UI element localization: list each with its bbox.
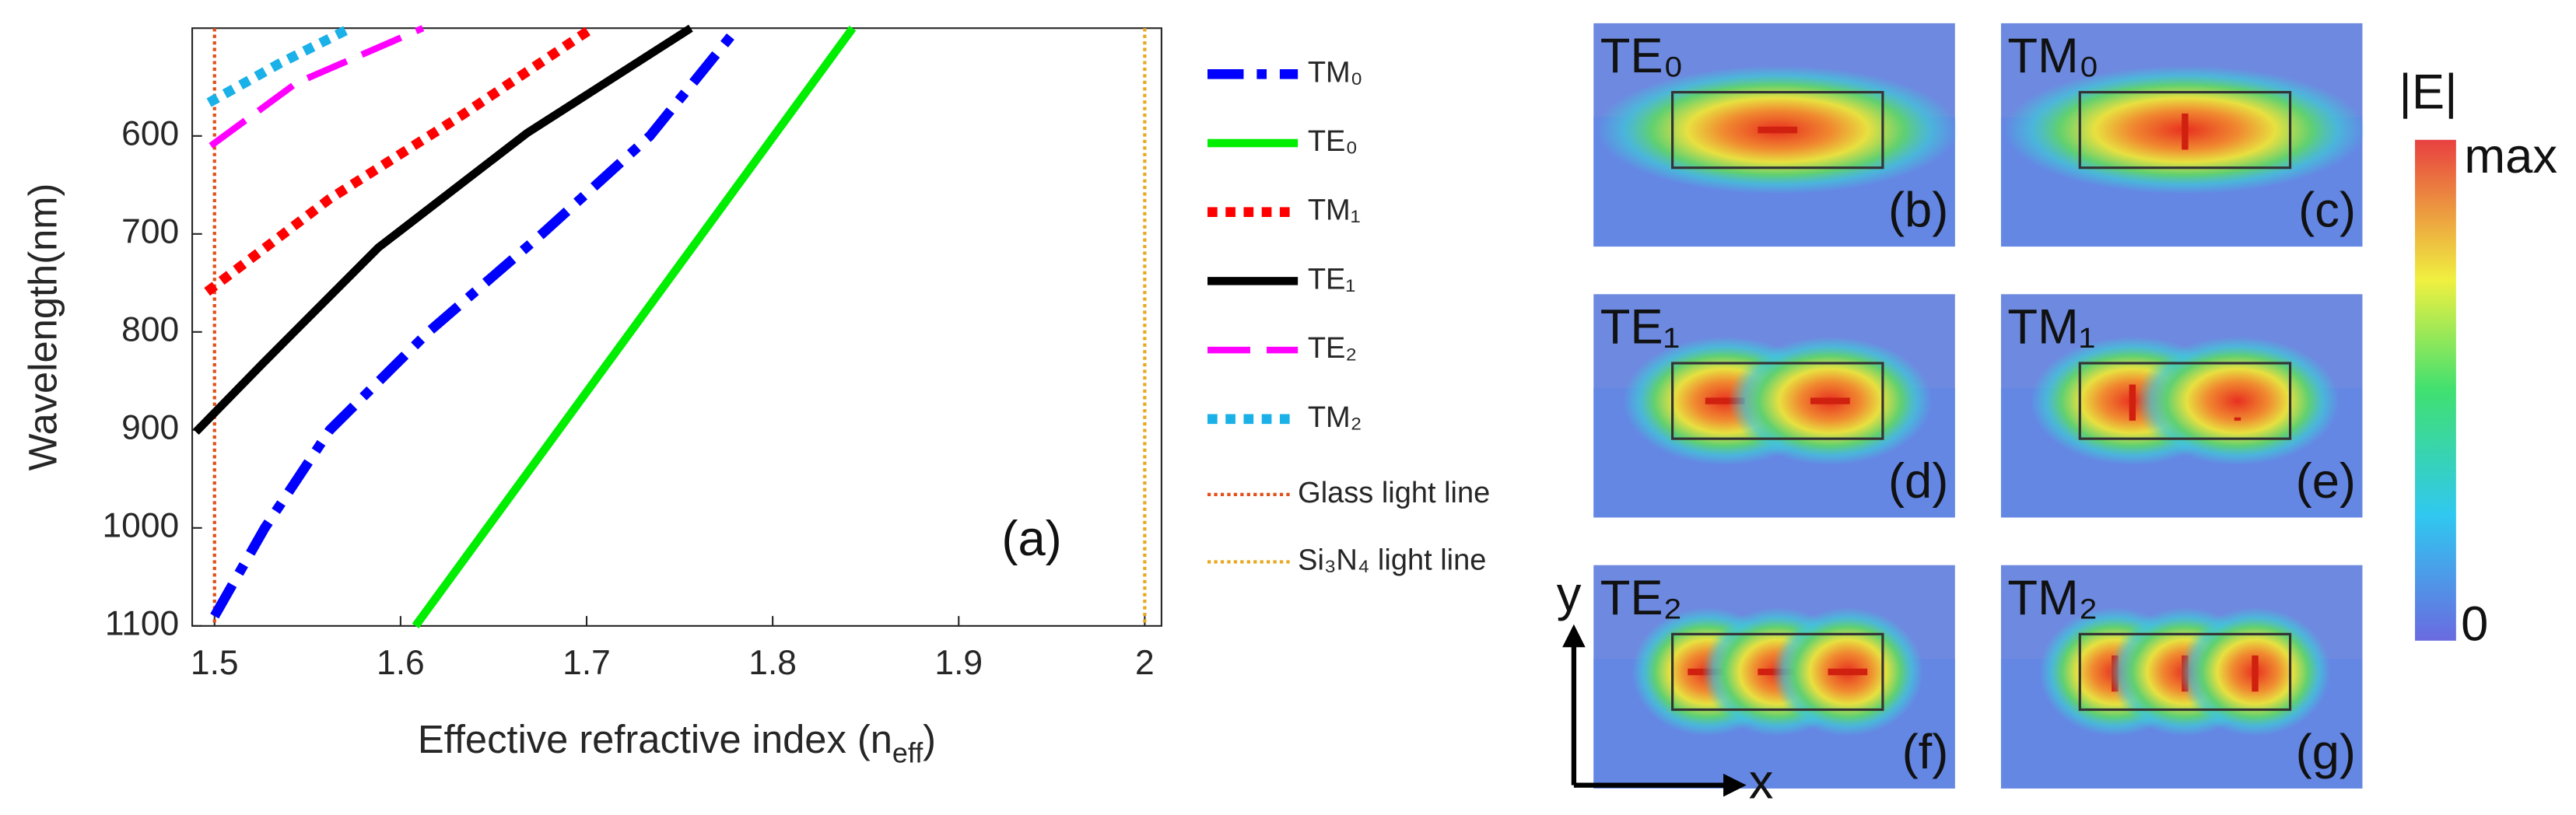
x-axis-label: Effective refractive index (neff) bbox=[418, 717, 936, 769]
plot-frame bbox=[191, 27, 1162, 627]
legend-label: TE₁ bbox=[1308, 263, 1355, 296]
field-blob bbox=[2136, 336, 2339, 466]
panel-tag: (e) bbox=[2296, 454, 2356, 509]
x-arrowhead bbox=[1723, 773, 1747, 797]
legend-label: TE₂ bbox=[1308, 332, 1357, 365]
legend-label: TE₀ bbox=[1308, 125, 1358, 158]
series-line bbox=[204, 23, 595, 296]
waveguide bbox=[1671, 90, 1884, 170]
y-axis-name: y bbox=[1557, 568, 1582, 622]
x-tick-label: 1.5 bbox=[191, 644, 239, 682]
x-label-sub: eff bbox=[892, 738, 924, 769]
waveguide bbox=[1671, 632, 1884, 712]
x-label-main: Effective refractive index (n bbox=[418, 717, 892, 761]
y-tick-label: 1000 bbox=[103, 507, 180, 545]
y-axis-label: Wavelength(nm) bbox=[21, 184, 65, 471]
mode-label: TM₂ bbox=[2007, 571, 2098, 625]
colorbar-max: max bbox=[2464, 129, 2557, 184]
mode-label: TM₁ bbox=[2007, 299, 2095, 354]
mode-label: TE₀ bbox=[1600, 29, 1684, 83]
panel-label: (a) bbox=[1001, 512, 1061, 566]
panel-tag: (b) bbox=[1888, 184, 1948, 238]
waveguide bbox=[1671, 362, 1884, 440]
panel-tag: (c) bbox=[2298, 184, 2356, 238]
y-arrowhead bbox=[1562, 624, 1586, 648]
y-tick-label: 800 bbox=[121, 311, 179, 349]
series-line bbox=[210, 25, 741, 619]
x-label-end: ) bbox=[923, 717, 936, 761]
mode-label: TE₁ bbox=[1600, 299, 1680, 354]
legend-label: TM₁ bbox=[1308, 194, 1361, 227]
series-line bbox=[209, 25, 425, 149]
series-line bbox=[412, 26, 857, 628]
mode-label: TE₂ bbox=[1600, 571, 1683, 625]
series-line bbox=[206, 23, 353, 107]
legend-label: Si₃N₄ light line bbox=[1298, 544, 1486, 577]
panel-tag: (g) bbox=[2296, 725, 2356, 779]
colorbar-title: |E| bbox=[2399, 65, 2457, 120]
y-tick-label: 1100 bbox=[105, 605, 179, 643]
x-axis-name: x bbox=[1749, 754, 1774, 809]
x-tick-label: 1.7 bbox=[563, 644, 611, 682]
x-tick-label: 1.8 bbox=[748, 644, 797, 682]
legend-label: TM₀ bbox=[1308, 56, 1363, 89]
panel-tag: (d) bbox=[1888, 454, 1948, 509]
y-tick-label: 700 bbox=[121, 213, 179, 251]
mode-label: TM₀ bbox=[2007, 29, 2099, 83]
x-tick-label: 1.9 bbox=[934, 644, 983, 682]
waveguide bbox=[2078, 632, 2292, 712]
legend-label: Glass light line bbox=[1298, 477, 1490, 509]
series-line bbox=[193, 24, 693, 435]
x-tick-label: 2 bbox=[1135, 644, 1155, 682]
colorbar bbox=[2415, 139, 2456, 641]
waveguide bbox=[2078, 90, 2292, 170]
y-tick-label: 600 bbox=[121, 115, 179, 153]
y-tick-label: 900 bbox=[121, 409, 179, 447]
panel-tag: (f) bbox=[1902, 725, 1949, 779]
legend-label: TM₂ bbox=[1308, 401, 1362, 434]
waveguide bbox=[2078, 362, 2292, 440]
mode-panels: TE₀ (b) TM₀ (c) TE₁ (d) TM₁ (e) TE₂ (f) TM₂ (g) bbox=[1593, 23, 2366, 789]
x-tick-label: 1.6 bbox=[377, 644, 425, 682]
colorbar-min: 0 bbox=[2461, 597, 2488, 652]
